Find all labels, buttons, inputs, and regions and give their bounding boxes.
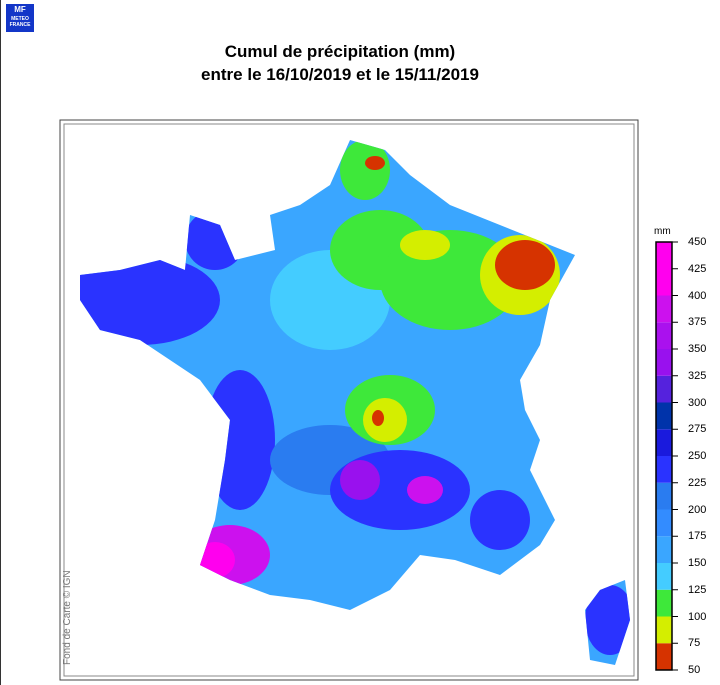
legend-bin-225-250 xyxy=(656,456,672,483)
legend-tick-label: 50 xyxy=(688,664,701,676)
legend-bin-300-325 xyxy=(656,375,672,403)
legend-tick-label: 425 xyxy=(688,262,707,275)
map-frame xyxy=(59,119,639,681)
legend-bin-75-100 xyxy=(656,616,672,644)
legend-bin-250-275 xyxy=(656,429,672,456)
logo-line2: FRANCE xyxy=(9,22,31,28)
legend-tick-label: 75 xyxy=(688,637,701,650)
legend-bin-175-200 xyxy=(656,509,672,537)
legend-unit: mm xyxy=(654,226,671,237)
legend-tick-label: 100 xyxy=(688,610,707,623)
legend-bin-100-125 xyxy=(656,589,672,617)
logo-line1: METEO xyxy=(11,16,29,22)
meteo-france-logo: MF METEO FRANCE xyxy=(6,4,34,32)
legend-tick-label: 350 xyxy=(688,343,707,355)
legend-tick-label: 300 xyxy=(688,396,707,409)
legend-tick-label: 175 xyxy=(688,530,707,543)
legend-bin-50-75 xyxy=(656,643,672,670)
legend-bin-400-450 xyxy=(656,242,672,296)
legend-tick-label: 200 xyxy=(688,503,707,516)
map-subtitle: entre le 16/10/2019 et le 15/11/2019 xyxy=(201,65,479,84)
legend-bin-350-375 xyxy=(656,322,672,349)
legend-tick-label: 375 xyxy=(688,316,707,329)
legend-bin-200-225 xyxy=(656,482,672,510)
legend-tick-label: 450 xyxy=(688,236,707,248)
legend-bin-375-400 xyxy=(656,295,672,323)
legend-bin-150-175 xyxy=(656,536,672,563)
map-title: Cumul de précipitation (mm) xyxy=(224,42,456,61)
legend-tick-label: 250 xyxy=(688,450,707,462)
legend-tick-label: 400 xyxy=(688,289,707,302)
legend-tick-label: 325 xyxy=(688,369,707,382)
legend-bin-275-300 xyxy=(656,402,672,430)
legend-bin-125-150 xyxy=(656,563,672,590)
legend-tick-label: 125 xyxy=(688,583,707,596)
legend-tick-label: 150 xyxy=(688,557,707,569)
map-inner-frame xyxy=(63,123,635,677)
logo-mark: MF xyxy=(14,5,26,14)
legend-tick-label: 225 xyxy=(688,476,707,489)
legend-bin-325-350 xyxy=(656,349,672,376)
legend-tick-label: 275 xyxy=(688,423,707,436)
window-border xyxy=(0,0,1,685)
